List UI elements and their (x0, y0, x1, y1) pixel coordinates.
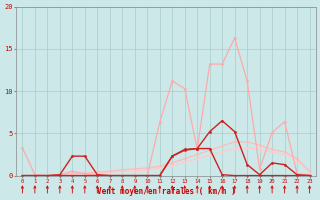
X-axis label: Vent moyen/en rafales ( km/h ): Vent moyen/en rafales ( km/h ) (97, 187, 236, 196)
